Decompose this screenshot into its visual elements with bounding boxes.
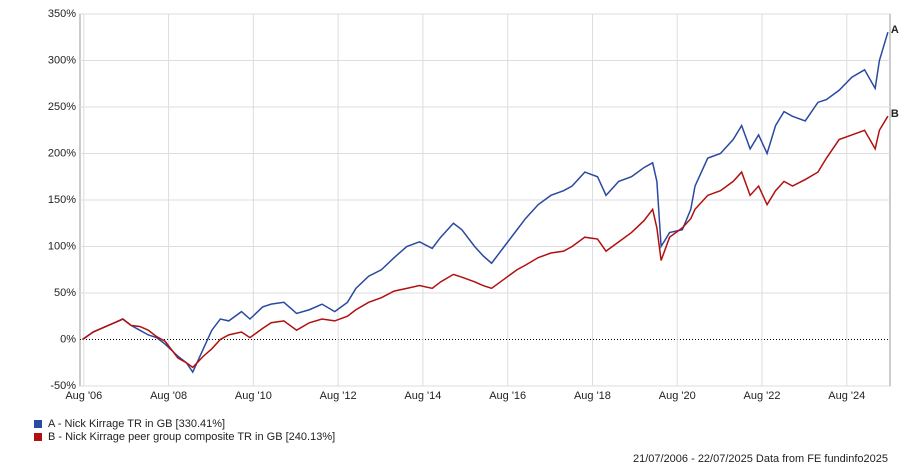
y-tick-label: -50%	[50, 380, 76, 392]
y-tick-label: 200%	[48, 147, 76, 159]
legend-swatch	[34, 433, 42, 441]
y-tick-label: 350%	[48, 8, 76, 20]
x-tick-label: Aug '20	[659, 390, 696, 402]
x-tick-label: Aug '06	[65, 390, 102, 402]
series-line	[82, 115, 889, 369]
footer: 21/07/2006 - 22/07/2025 Data from FE fun…	[633, 453, 888, 465]
y-tick-label: 50%	[54, 287, 76, 299]
x-tick-label: Aug '24	[828, 390, 865, 402]
x-tick-label: Aug '14	[404, 390, 441, 402]
end-label: B	[891, 108, 899, 120]
x-tick-label: Aug '10	[235, 390, 272, 402]
legend-label: B - Nick Kirrage peer group composite TR…	[48, 431, 335, 443]
x-tick-label: Aug '18	[574, 390, 611, 402]
end-label: A	[891, 24, 899, 36]
legend-swatch	[34, 420, 42, 428]
y-tick-label: 0%	[60, 333, 76, 345]
y-tick-label: 150%	[48, 194, 76, 206]
y-tick-label: 300%	[48, 54, 76, 66]
y-tick-label: 250%	[48, 101, 76, 113]
x-tick-label: Aug '08	[150, 390, 187, 402]
series-line	[82, 32, 889, 374]
x-tick-label: Aug '16	[489, 390, 526, 402]
y-tick-label: 100%	[48, 240, 76, 252]
x-tick-label: Aug '22	[744, 390, 781, 402]
x-tick-label: Aug '12	[320, 390, 357, 402]
legend-label: A - Nick Kirrage TR in GB [330.41%]	[48, 418, 225, 430]
